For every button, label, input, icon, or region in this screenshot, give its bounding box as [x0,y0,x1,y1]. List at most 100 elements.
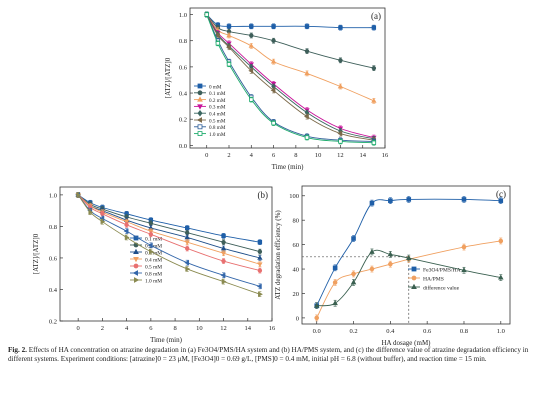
x-tick-label-c: 1.0 [497,328,505,335]
data-point-a-7-1 [215,41,221,46]
x-tick-label-c: 0.8 [460,328,468,335]
x-tick-label-b: 10 [196,325,203,332]
data-point-b-0-7 [257,239,263,245]
data-point-b-6-6 [221,278,227,285]
legend-label-a-3: 0.3 mM [209,105,226,111]
data-point-a-0-2 [226,24,232,29]
data-point-c-1-7 [498,238,504,244]
legend-label-a-7: 1.0 mM [209,132,226,138]
x-tick-label-b: 8 [173,325,176,332]
x-tick-label-c: 0.4 [386,328,395,335]
x-tick-label-b: 6 [149,325,153,332]
y-tick-label-b: 0.4 [49,287,58,294]
legend-label-b-4: 0.5 mM [145,264,162,270]
data-point-a-5-1 [214,32,220,39]
data-point-b-5-5 [184,260,190,266]
legend-marker-a-6 [197,124,203,130]
x-tick-label-b: 16 [269,325,276,332]
data-point-b-4-4 [148,232,154,237]
y-tick-label-b: 1.0 [49,192,57,199]
panel-label-b: (b) [258,190,269,200]
data-point-c-0-6 [461,197,467,202]
series-line-b-0 [77,194,260,243]
data-point-c-2-7 [498,274,504,280]
legend-marker-c-1 [411,275,417,281]
legend-marker-a-1 [197,90,203,96]
data-point-a-7-5 [304,135,310,140]
legend-marker-a-2 [197,96,203,102]
plot-frame-c [301,185,511,325]
data-point-c-1-0 [314,315,320,321]
series-line-a-4 [206,14,374,140]
legend-marker-b-3 [133,256,139,263]
legend-label-b-3: 0.4 mM [145,257,162,263]
data-point-b-3-7 [257,262,263,268]
legend-marker-a-0 [197,83,203,89]
data-point-c-1-6 [461,244,467,250]
data-point-b-6-2 [100,219,106,225]
y-tick-label-b: 0.8 [49,224,57,231]
data-point-a-7-4 [271,120,276,126]
data-point-a-1-5 [304,48,310,54]
y-tick-label-c: 40 [293,266,300,273]
x-tick-label-b: 0 [77,325,80,332]
x-tick-label-a: 4 [250,152,254,159]
chart-panel-b: 0 2 4 6 8 10 12 14 16 0.2 0.4 0.6 0.8 1.0 Time (min) [A… [32,186,276,344]
legend-marker-c-2 [411,283,417,290]
series-line-a-1 [206,14,374,69]
data-point-a-7-6 [338,139,343,144]
plot-frame-a [189,7,386,149]
data-point-c-1-3 [369,266,375,272]
data-point-b-5-4 [147,242,153,248]
data-point-c-0-5 [406,197,412,202]
y-tick-label-c: 80 [293,218,300,225]
x-tick-label-a: 0 [205,152,208,159]
data-point-b-1-4 [148,221,154,226]
caption-text: Effects of HA concentration on atrazine … [8,346,529,364]
data-point-b-2-6 [220,245,227,251]
data-point-b-0-5 [184,225,190,231]
data-point-b-4-6 [221,258,226,264]
y-tick-label-c: 0 [296,315,299,322]
y-axis-label-b: [ATZ]/[ATZ]0 [32,233,40,274]
data-point-a-1-6 [338,58,343,63]
legend-label-c-0: Fe3O4/PMS/HA [423,267,461,273]
data-point-a-0-4 [271,24,276,29]
legend-label-a-4: 0.4 mM [209,112,226,118]
data-point-a-0-6 [338,25,343,30]
data-point-a-7-2 [226,62,232,67]
data-point-a-5-2 [226,44,231,50]
legend-label-a-0: 0 mM [209,84,222,90]
legend-marker-a-7 [197,131,203,137]
data-point-b-6-4 [149,248,154,255]
panel-label-c: (c) [496,189,506,199]
y-tick-label-b: 0.6 [49,255,58,262]
data-point-c-2-2 [350,279,357,285]
y-axis-label-a: [ATZ]/[ATZ]0 [164,57,172,98]
data-point-b-2-5 [184,234,190,240]
data-point-a-0-3 [249,24,254,29]
legend-label-c-2: difference value [423,284,460,291]
data-point-b-4-2 [100,211,105,216]
data-point-b-2-7 [257,254,263,260]
series-line-b-3 [77,194,261,265]
series-line-a-5 [206,14,374,141]
series-line-a-0 [206,14,374,29]
data-point-b-5-2 [99,215,105,222]
legend-marker-c-0 [411,266,417,272]
data-point-c-1-2 [351,271,356,277]
y-tick-label-a: 0.4 [179,90,188,97]
data-point-c-2-0 [313,302,320,308]
x-tick-label-b: 14 [245,325,252,332]
data-point-a-2-5 [304,70,310,76]
data-point-a-5-5 [304,113,309,120]
y-axis-label-c: ATZ degradation efficiency (%) [274,210,282,300]
panel-label-a: (a) [371,11,381,21]
data-point-b-4-7 [257,268,263,273]
data-point-c-1-1 [332,280,338,285]
x-tick-label-c: 0.0 [313,328,321,335]
series-line-c-0 [316,198,501,306]
legend-label-c-1: HA/PMS [423,276,444,282]
data-point-a-1-3 [249,33,254,38]
data-point-a-2-2 [226,32,232,38]
